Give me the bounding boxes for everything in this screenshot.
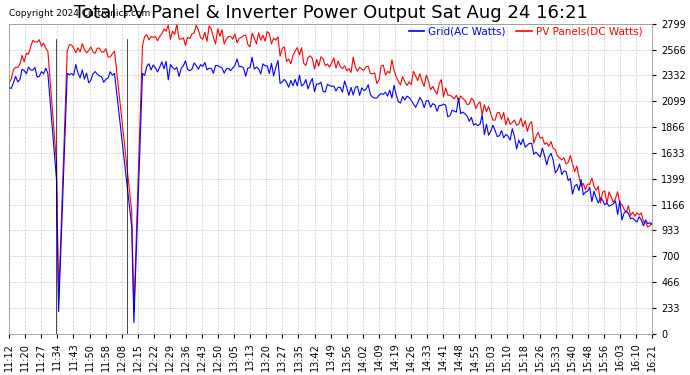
Legend: Grid(AC Watts), PV Panels(DC Watts): Grid(AC Watts), PV Panels(DC Watts)	[404, 23, 647, 41]
Text: Copyright 2024 Curtronics.com: Copyright 2024 Curtronics.com	[9, 9, 150, 18]
Title: Total PV Panel & Inverter Power Output Sat Aug 24 16:21: Total PV Panel & Inverter Power Output S…	[74, 4, 588, 22]
